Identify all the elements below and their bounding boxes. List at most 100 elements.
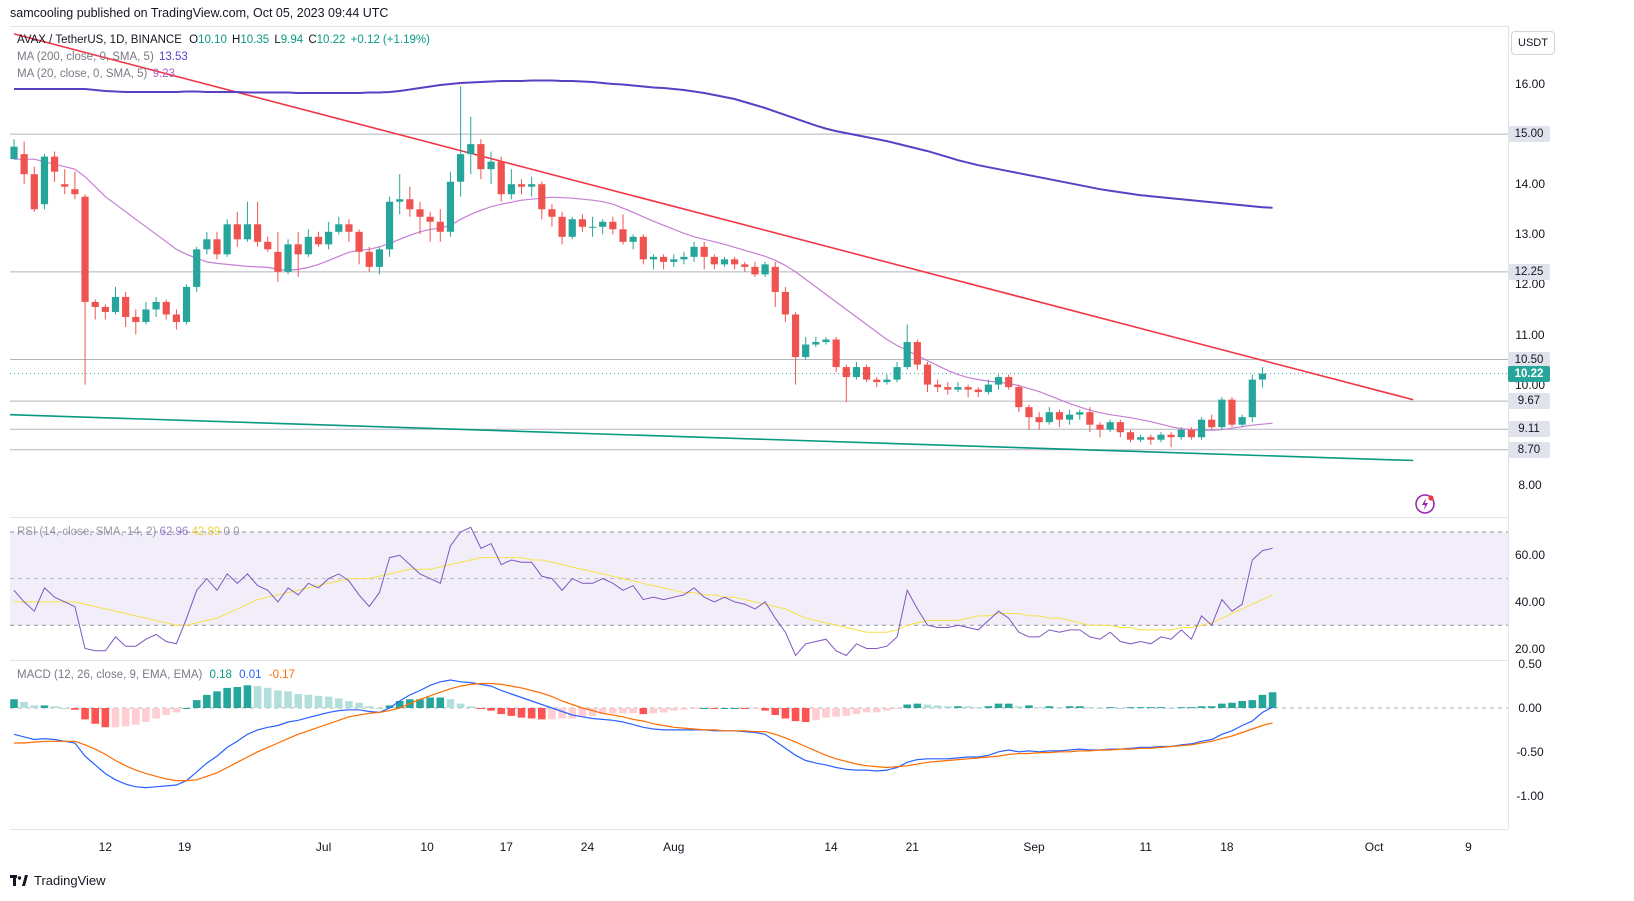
macd-histogram-bar [944, 706, 952, 708]
macd-histogram-bar [527, 708, 536, 719]
candle-body [599, 221, 607, 227]
macd-histogram-bar [558, 708, 566, 719]
candle-body [690, 246, 698, 257]
open-value: 10.10 [198, 34, 227, 46]
candle-body [406, 199, 414, 210]
candle-body [71, 189, 79, 195]
price-tick-label: 14.00 [1514, 177, 1546, 192]
macd-histogram-bar [629, 708, 637, 714]
macd-histogram-bar [243, 685, 252, 708]
macd-histogram-bar [375, 708, 384, 709]
candle-body [578, 219, 586, 227]
macd-histogram-bar [121, 708, 130, 727]
candle-body [1116, 422, 1124, 433]
candle-body [517, 184, 526, 187]
candle-body [822, 339, 830, 343]
macd-histogram-bar [852, 708, 861, 715]
rsi-sma-line [14, 557, 1273, 633]
candle-body [781, 291, 789, 315]
lightning-alert-icon[interactable] [1414, 493, 1436, 515]
symbol-legend[interactable]: AVAX / TetherUS, 1D, BINANCE O10.10 H10.… [17, 34, 430, 46]
macd-histogram-bar [274, 690, 282, 708]
rsi-tick-label: 60.00 [1514, 548, 1546, 563]
candle-body [548, 209, 556, 217]
candle-body [507, 184, 515, 195]
high-value: 10.35 [240, 34, 270, 46]
macd-histogram-bar [1096, 708, 1104, 709]
macd-histogram-bar [842, 708, 851, 716]
candle-body [1218, 399, 1226, 428]
candle-body [588, 226, 597, 228]
ma20-legend[interactable]: MA (20, close, 0, SMA, 5) 9.23 [17, 68, 175, 80]
low-label: L [274, 34, 281, 46]
macd-histogram-bar [192, 700, 201, 708]
rsi-extra: 0 0 [223, 526, 240, 538]
footer-brand[interactable]: TradingView [10, 873, 106, 888]
macd-line-value: 0.01 [239, 669, 262, 681]
change-value: +0.12 (+1.19%) [350, 34, 430, 46]
candle-body [649, 256, 658, 260]
macd-histogram-bar [456, 703, 465, 708]
macd-histogram-bar [1086, 707, 1094, 709]
price-tick-label: 11.00 [1515, 327, 1545, 342]
macd-histogram-bar [324, 696, 333, 708]
macd-hist-value: 0.18 [209, 669, 232, 681]
candle-body [243, 224, 252, 240]
high-label: H [232, 34, 241, 46]
candle-body [751, 266, 759, 275]
candle-body [1045, 412, 1053, 423]
macd-histogram-bar [1268, 692, 1277, 708]
macd-histogram-bar [233, 687, 242, 708]
macd-histogram-bar [1055, 707, 1064, 709]
rsi-line [13, 526, 1273, 657]
ma200-legend[interactable]: MA (200, close, 0, SMA, 5) 13.53 [17, 51, 188, 63]
macd-histogram-bar [314, 695, 323, 708]
candle-body [30, 174, 38, 210]
candle-body [1035, 417, 1043, 423]
macd-histogram-bar [1116, 708, 1125, 709]
candle-body [629, 236, 637, 242]
candle-body [162, 301, 170, 315]
rsi-pane-divider[interactable] [10, 660, 1508, 661]
macd-histogram-bar [466, 706, 475, 708]
macd-tick-label: -1.00 [1516, 788, 1544, 803]
rsi-legend[interactable]: RSI (14, close, SMA, 14, 2) 62.96 42.89 … [17, 526, 240, 538]
macd-histogram-bar [639, 708, 648, 715]
price-pane-divider[interactable] [10, 517, 1508, 518]
macd-histogram-bar [477, 708, 485, 709]
candle-body [852, 367, 861, 378]
candle-body [1137, 437, 1145, 440]
macd-histogram-bar [578, 708, 587, 717]
low-value: 9.94 [280, 34, 304, 46]
candle-body [254, 224, 262, 242]
macd-legend[interactable]: MACD (12, 26, close, 9, EMA, EMA) 0.18 0… [17, 669, 295, 681]
macd-histogram-bar [1136, 707, 1145, 709]
candle-body [335, 224, 343, 232]
candle-body [457, 154, 465, 182]
candle-body [538, 184, 546, 210]
macd-histogram-bar [771, 708, 780, 715]
macd-histogram-bar [436, 697, 445, 708]
candle-body [1086, 412, 1094, 425]
macd-histogram-bar [1015, 706, 1023, 708]
candle-body [101, 306, 109, 312]
macd-histogram-bar [862, 708, 871, 713]
macd-histogram-bar [1065, 706, 1074, 708]
open-label: O [189, 34, 199, 46]
macd-histogram-bar [669, 708, 678, 711]
candle-body [1096, 424, 1104, 430]
macd-histogram-bar [538, 708, 546, 720]
time-tick-label: 12 [98, 840, 113, 854]
candle-body [396, 199, 404, 202]
macd-histogram-bar [1167, 708, 1175, 709]
currency-button[interactable]: USDT [1511, 31, 1555, 55]
ma200-line [14, 79, 1273, 209]
time-tick-label: 14 [824, 840, 838, 854]
candle-body [20, 154, 28, 175]
macd-histogram-bar [832, 708, 840, 717]
price-tick-label: 16.00 [1514, 77, 1546, 91]
candle-body [132, 316, 140, 322]
pane-top-border [10, 26, 1508, 27]
macd-line [13, 679, 1273, 789]
